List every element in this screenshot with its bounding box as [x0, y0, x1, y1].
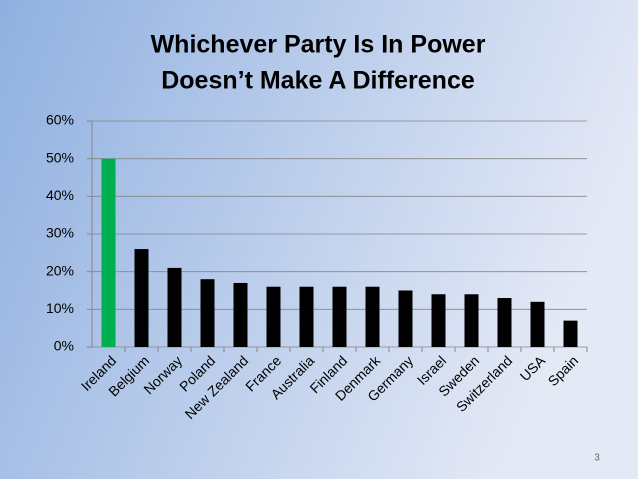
y-tick-label: 60% — [46, 112, 74, 128]
y-tick-label: 40% — [46, 187, 74, 203]
bar — [563, 320, 578, 347]
y-tick-label: 10% — [46, 300, 74, 316]
bar — [101, 158, 116, 347]
bar — [431, 294, 446, 347]
bar — [266, 286, 281, 347]
bar — [464, 294, 479, 347]
y-tick-label: 30% — [46, 225, 74, 241]
bar — [365, 286, 380, 347]
chart-title: Doesn’t Make A Difference — [161, 67, 475, 95]
bar — [134, 249, 149, 347]
bar — [497, 298, 512, 347]
chart-title: Whichever Party Is In Power — [151, 31, 486, 59]
bar — [530, 301, 545, 347]
bar — [233, 282, 248, 347]
y-tick-label: 0% — [54, 338, 74, 354]
bar — [299, 286, 314, 347]
y-tick-label: 50% — [46, 149, 74, 165]
bar — [332, 286, 347, 347]
slide-number: 3 — [594, 453, 600, 464]
y-tick-label: 20% — [46, 262, 74, 278]
bar — [398, 290, 413, 347]
bar — [200, 279, 215, 347]
bar — [167, 267, 182, 347]
